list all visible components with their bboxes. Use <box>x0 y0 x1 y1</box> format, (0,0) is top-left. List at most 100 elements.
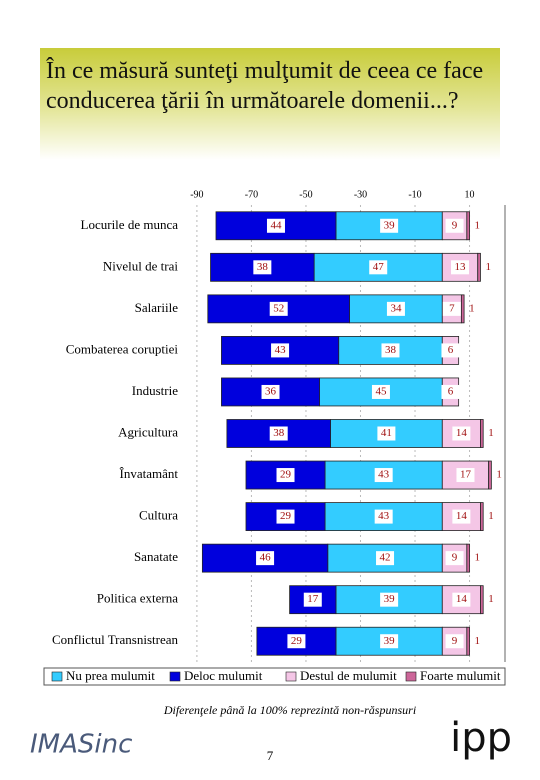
value-label: 1 <box>488 593 494 605</box>
value-label-bg <box>386 301 405 316</box>
category-label: Agricultura <box>118 424 178 439</box>
category-label: Combaterea coruptiei <box>66 341 179 356</box>
value-label: 34 <box>390 302 402 314</box>
value-label-bg <box>380 592 399 607</box>
category-label: Conflictul Transnistrean <box>52 632 179 647</box>
legend-swatch <box>405 671 417 682</box>
title: În ce măsură sunteţi mulţumit de ceea ce… <box>40 48 500 160</box>
value-label: 9 <box>452 219 458 231</box>
value-label: 38 <box>257 261 269 273</box>
value-label: 9 <box>452 635 458 647</box>
value-label-bg <box>269 301 288 316</box>
value-label: 36 <box>265 385 277 397</box>
category-label: Salariile <box>135 300 179 315</box>
value-label-bg <box>376 551 395 566</box>
value-label: 6 <box>448 385 454 397</box>
legend-label: Nu prea mulumit <box>66 668 155 683</box>
value-label: 17 <box>307 593 319 605</box>
x-tick-label: -90 <box>190 189 203 200</box>
value-label-bg <box>256 551 275 566</box>
value-label: 17 <box>460 469 472 481</box>
value-label-bg <box>303 592 322 607</box>
value-label-bg <box>441 384 460 399</box>
legend-box <box>43 667 506 686</box>
value-label: 43 <box>378 510 390 522</box>
bar-segment <box>488 460 492 490</box>
x-tick-label: -50 <box>299 189 312 200</box>
legend-swatch <box>285 671 297 682</box>
value-label: 1 <box>469 302 475 314</box>
value-label-bg <box>380 634 399 649</box>
value-label: 45 <box>375 385 387 397</box>
value-label-bg <box>271 343 290 358</box>
value-label: 1 <box>488 427 494 439</box>
value-label: 39 <box>384 635 396 647</box>
value-label: 1 <box>475 219 481 231</box>
value-label: 13 <box>455 261 467 273</box>
bar-segment <box>460 294 465 324</box>
value-label-bg <box>442 301 461 316</box>
category-label: Cultura <box>139 508 178 523</box>
bar-segment <box>210 252 315 282</box>
value-label-bg <box>451 260 470 275</box>
value-label: 14 <box>456 427 468 439</box>
value-label: 29 <box>280 469 292 481</box>
value-label: 46 <box>260 552 272 564</box>
bar-segment <box>466 543 470 573</box>
bar-segment <box>480 419 484 448</box>
value-label-bg <box>456 468 475 483</box>
bar-segment <box>477 252 481 282</box>
category-label: Învatamânt <box>120 466 179 481</box>
value-label: 1 <box>496 469 502 481</box>
value-label-bg <box>380 218 399 233</box>
value-label-bg <box>287 634 306 649</box>
value-label: 7 <box>449 302 455 314</box>
value-label-bg <box>371 384 390 399</box>
value-label-bg <box>445 634 464 649</box>
legend-swatch <box>169 671 181 682</box>
value-label-bg <box>261 384 280 399</box>
value-label: 29 <box>280 510 292 522</box>
value-label: 44 <box>270 219 282 231</box>
value-label-bg <box>377 426 396 441</box>
category-label: Nivelul de trai <box>103 258 178 273</box>
value-label: 43 <box>378 469 390 481</box>
value-label: 47 <box>373 261 385 273</box>
value-label: 52 <box>273 302 284 314</box>
value-label-bg <box>374 468 393 483</box>
note: Diferenţele până la 100% reprezintă non-… <box>163 703 416 717</box>
x-tick-label: 10 <box>465 189 475 200</box>
value-label: 14 <box>456 593 468 605</box>
value-label: 38 <box>273 427 285 439</box>
value-label-bg <box>369 260 388 275</box>
value-label: 1 <box>488 510 494 522</box>
value-label: 1 <box>475 552 481 564</box>
bar-segment <box>466 211 470 241</box>
legend-swatch <box>51 671 63 682</box>
value-label-bg <box>266 218 285 233</box>
value-label: 6 <box>448 344 454 356</box>
value-label: 43 <box>275 344 287 356</box>
value-label: 14 <box>456 510 468 522</box>
value-label: 38 <box>385 344 397 356</box>
page-number: 7 <box>267 748 274 763</box>
value-label-bg <box>276 509 295 524</box>
x-tick-label: -70 <box>245 189 258 200</box>
legend-label: Deloc mulumit <box>184 668 263 683</box>
value-label-bg <box>452 592 471 607</box>
category-label: Industrie <box>132 383 178 398</box>
value-label: 42 <box>380 552 391 564</box>
x-tick-label: -10 <box>408 189 421 200</box>
category-label: Politica externa <box>97 591 178 606</box>
value-label: 1 <box>485 261 491 273</box>
value-label-bg <box>381 343 400 358</box>
value-label: 39 <box>384 593 396 605</box>
value-label: 1 <box>475 635 481 647</box>
value-label-bg <box>441 343 460 358</box>
category-label: Locurile de munca <box>81 217 179 232</box>
bar-segment <box>480 585 484 615</box>
legend-label: Foarte mulumit <box>420 668 501 683</box>
logo-left: IMASinc <box>30 730 132 760</box>
